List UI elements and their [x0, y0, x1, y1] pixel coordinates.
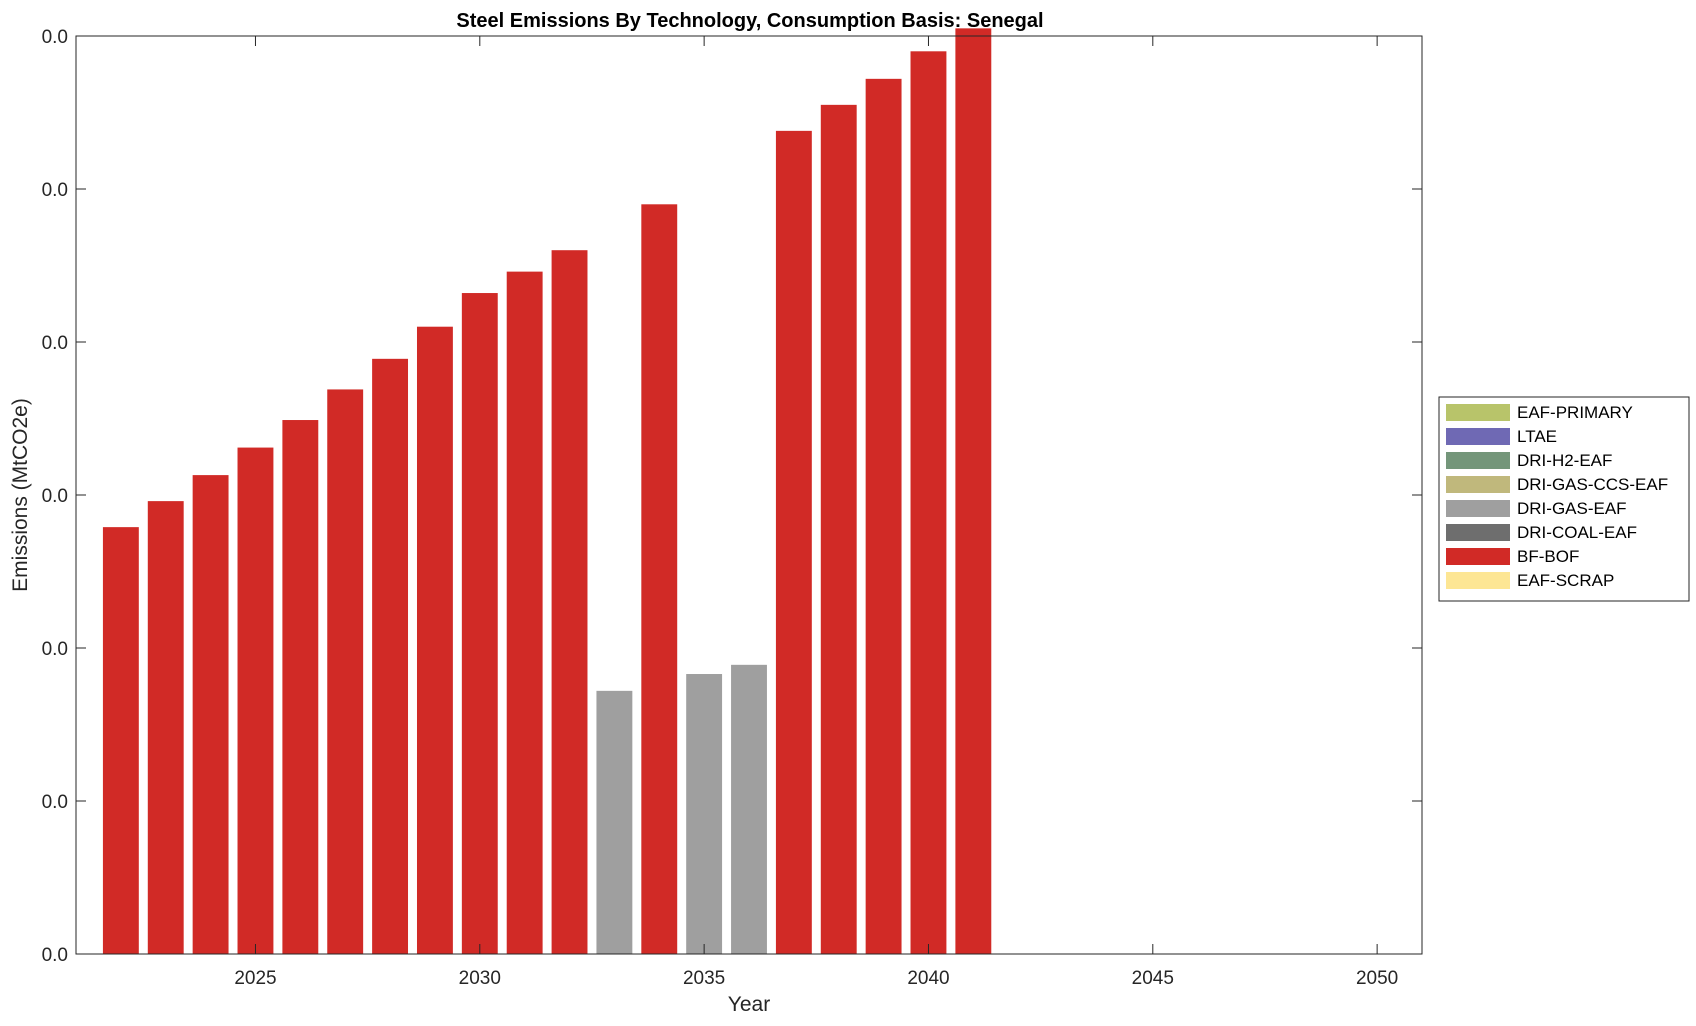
bar-bf-bof-2027 — [327, 389, 364, 954]
legend-label: BF-BOF — [1517, 547, 1579, 566]
x-tick-label: 2025 — [234, 968, 276, 989]
legend-swatch-dri-gas-ccs-eaf — [1446, 476, 1510, 493]
bar-bf-bof-2029 — [416, 326, 453, 954]
legend-label: LTAE — [1517, 427, 1557, 446]
bar-bf-bof-2038 — [820, 104, 857, 955]
y-tick-label: 0.0 — [42, 27, 68, 48]
legend-label: EAF-PRIMARY — [1517, 403, 1633, 422]
legend-label: DRI-H2-EAF — [1517, 451, 1612, 470]
bar-bf-bof-2040 — [910, 51, 947, 955]
legend-swatch-ltae — [1446, 428, 1510, 445]
bar-dri-gas-eaf-2035 — [686, 674, 723, 954]
x-axis: 2025 2030 2035 2040 2045 2050 — [234, 36, 1398, 989]
legend-swatch-dri-gas-eaf — [1446, 500, 1510, 517]
bar-bf-bof-2037 — [775, 130, 812, 955]
bar-bf-bof-2026 — [282, 420, 319, 954]
bar-dri-gas-eaf-2036 — [731, 664, 767, 954]
y-axis: 0.0 0.0 0.0 0.0 0.0 0.0 0.0 — [42, 27, 1422, 966]
y-tick-label: 0.0 — [42, 333, 68, 354]
x-tick-label: 2030 — [459, 968, 501, 989]
bar-bf-bof-2025 — [237, 447, 274, 954]
legend-swatch-dri-h2-eaf — [1446, 452, 1510, 469]
legend-swatch-eaf-primary — [1446, 404, 1510, 421]
y-tick-label: 0.0 — [42, 180, 68, 201]
chart-title: Steel Emissions By Technology, Consumpti… — [456, 10, 1043, 32]
legend-swatch-eaf-scrap — [1446, 572, 1510, 589]
bar-bf-bof-2028 — [372, 358, 409, 955]
y-tick-label: 0.0 — [42, 792, 68, 813]
bar-bf-bof-2039 — [865, 78, 902, 955]
legend-label: EAF-SCRAP — [1517, 571, 1614, 590]
y-tick-label: 0.0 — [42, 945, 68, 966]
x-tick-label: 2045 — [1132, 968, 1174, 989]
bar-bf-bof-2022 — [102, 527, 139, 954]
y-axis-label: Emissions (MtCO2e) — [9, 398, 32, 592]
x-axis-label: Year — [728, 993, 770, 1016]
y-tick-label: 0.0 — [42, 486, 68, 507]
bar-bf-bof-2032 — [551, 250, 588, 954]
bar-bf-bof-2034 — [641, 204, 678, 955]
legend: EAF-PRIMARY LTAE DRI-H2-EAF DRI-GAS-CCS-EAF… — [1438, 396, 1690, 602]
y-tick-label: 0.0 — [42, 639, 68, 660]
x-tick-label: 2040 — [907, 968, 949, 989]
bar-bf-bof-2023 — [147, 501, 184, 954]
bar-bf-bof-2024 — [192, 475, 229, 954]
bar-dri-gas-eaf-2033 — [596, 690, 633, 954]
legend-label: DRI-GAS-EAF — [1517, 499, 1627, 518]
legend-swatch-dri-coal-eaf — [1446, 524, 1510, 541]
legend-label: DRI-GAS-CCS-EAF — [1517, 475, 1668, 494]
x-tick-label: 2050 — [1356, 968, 1398, 989]
bar-bf-bof-2041 — [955, 28, 992, 955]
x-tick-label: 2035 — [683, 968, 725, 989]
legend-label: DRI-COAL-EAF — [1517, 523, 1637, 542]
bar-bf-bof-2031 — [506, 271, 543, 954]
legend-swatch-bf-bof — [1446, 548, 1510, 565]
bar-bf-bof-2030 — [461, 293, 498, 954]
bars-group — [102, 28, 992, 955]
